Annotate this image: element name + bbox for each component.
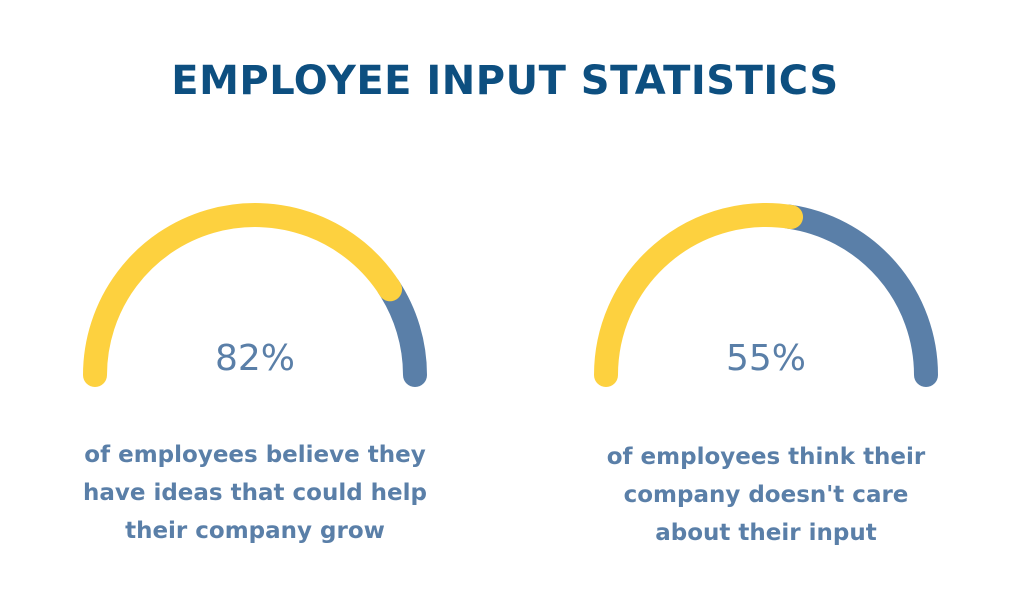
gauge-right-value: 55%: [725, 338, 806, 379]
gauge-left-value: 82%: [214, 338, 295, 379]
gauge-left-arc: [83, 203, 427, 387]
gauge-right: 55% of employees think their company doe…: [586, 0, 946, 597]
gauge-left-caption: of employees believe they have ideas tha…: [82, 442, 428, 544]
gauge-left-value-arc: [83, 203, 403, 387]
gauge-right-value-arc: [594, 203, 804, 387]
gauge-left: 82% of employees believe they have ideas…: [75, 0, 435, 597]
gauge-right-arc: [594, 203, 938, 387]
gauge-right-caption: of employees think their company doesn't…: [606, 444, 926, 546]
gauge-right-remainder-arc: [776, 204, 938, 387]
page-title: EMPLOYEE INPUT STATISTICS: [171, 58, 839, 104]
